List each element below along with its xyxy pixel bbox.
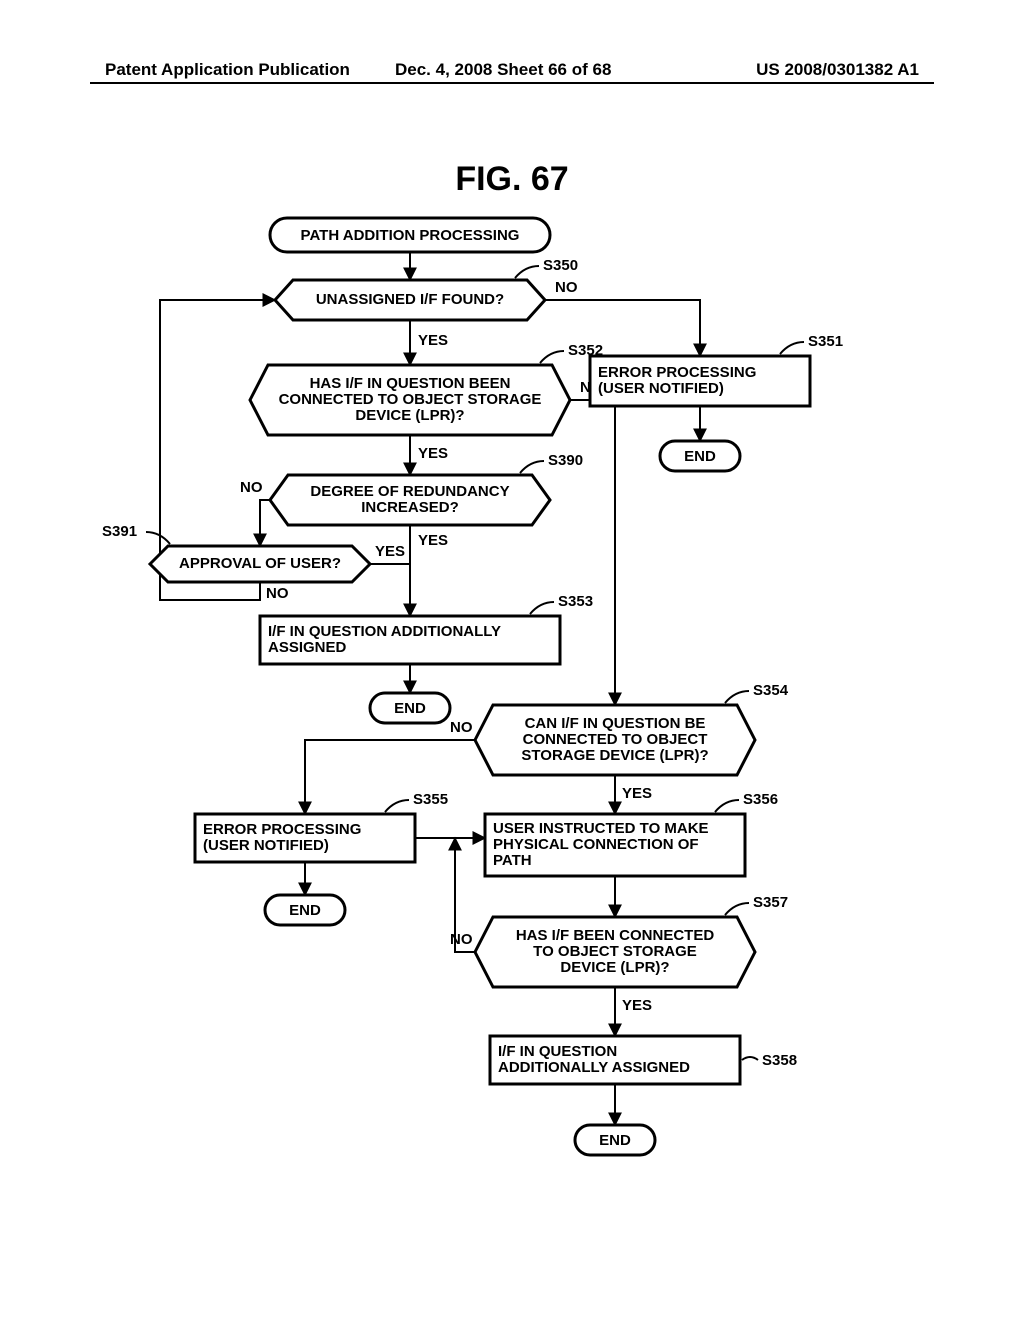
svg-text:DEVICE (LPR)?: DEVICE (LPR)? xyxy=(355,407,464,424)
svg-text:YES: YES xyxy=(375,543,405,560)
svg-text:ERROR PROCESSING: ERROR PROCESSING xyxy=(598,364,756,381)
svg-text:NO: NO xyxy=(555,279,578,296)
svg-text:HAS I/F IN QUESTION BEEN: HAS I/F IN QUESTION BEEN xyxy=(310,375,511,392)
svg-text:YES: YES xyxy=(418,445,448,462)
svg-text:PATH: PATH xyxy=(493,852,532,869)
svg-text:CONNECTED TO OBJECT STORAGE: CONNECTED TO OBJECT STORAGE xyxy=(279,391,542,408)
svg-text:PHYSICAL CONNECTION OF: PHYSICAL CONNECTION OF xyxy=(493,836,699,853)
svg-text:CONNECTED TO OBJECT: CONNECTED TO OBJECT xyxy=(523,731,708,748)
svg-text:NO: NO xyxy=(240,479,263,496)
svg-text:S353: S353 xyxy=(558,593,593,610)
svg-text:(USER NOTIFIED): (USER NOTIFIED) xyxy=(598,380,724,397)
svg-text:S390: S390 xyxy=(548,452,583,469)
svg-text:YES: YES xyxy=(418,532,448,549)
svg-text:USER INSTRUCTED TO MAKE: USER INSTRUCTED TO MAKE xyxy=(493,820,709,837)
svg-text:END: END xyxy=(394,700,426,717)
svg-text:NO: NO xyxy=(450,719,473,736)
svg-text:ASSIGNED: ASSIGNED xyxy=(268,639,347,656)
svg-text:NO: NO xyxy=(450,931,473,948)
svg-text:S355: S355 xyxy=(413,791,448,808)
svg-text:(USER NOTIFIED): (USER NOTIFIED) xyxy=(203,837,329,854)
svg-text:INCREASED?: INCREASED? xyxy=(361,499,459,516)
svg-text:S358: S358 xyxy=(762,1052,797,1069)
svg-text:UNASSIGNED I/F FOUND?: UNASSIGNED I/F FOUND? xyxy=(316,291,504,308)
svg-text:ERROR PROCESSING: ERROR PROCESSING xyxy=(203,821,361,838)
svg-text:YES: YES xyxy=(622,997,652,1014)
svg-text:S351: S351 xyxy=(808,333,843,350)
svg-text:S357: S357 xyxy=(753,894,788,911)
svg-text:YES: YES xyxy=(418,332,448,349)
svg-text:I/F IN QUESTION: I/F IN QUESTION xyxy=(498,1043,617,1060)
svg-text:S350: S350 xyxy=(543,257,578,274)
svg-text:DEGREE OF REDUNDANCY: DEGREE OF REDUNDANCY xyxy=(310,483,509,500)
svg-text:HAS I/F BEEN CONNECTED: HAS I/F BEEN CONNECTED xyxy=(516,927,715,944)
svg-text:END: END xyxy=(289,902,321,919)
svg-text:I/F IN QUESTION ADDITIONALLY: I/F IN QUESTION ADDITIONALLY xyxy=(268,623,501,640)
svg-text:END: END xyxy=(599,1132,631,1149)
svg-text:S356: S356 xyxy=(743,791,778,808)
svg-text:DEVICE (LPR)?: DEVICE (LPR)? xyxy=(560,959,669,976)
svg-text:TO OBJECT STORAGE: TO OBJECT STORAGE xyxy=(533,943,697,960)
svg-text:END: END xyxy=(684,448,716,465)
svg-text:S354: S354 xyxy=(753,682,789,699)
flowchart: NOYESNOYESNOYESYESNONOYESNOYES PATH ADDI… xyxy=(0,0,1024,1320)
svg-text:PATH ADDITION PROCESSING: PATH ADDITION PROCESSING xyxy=(301,227,520,244)
svg-text:S391: S391 xyxy=(102,523,137,540)
svg-text:APPROVAL OF USER?: APPROVAL OF USER? xyxy=(179,555,341,572)
svg-text:ADDITIONALLY ASSIGNED: ADDITIONALLY ASSIGNED xyxy=(498,1059,690,1076)
svg-text:YES: YES xyxy=(622,785,652,802)
svg-text:STORAGE DEVICE (LPR)?: STORAGE DEVICE (LPR)? xyxy=(521,747,708,764)
svg-text:S352: S352 xyxy=(568,342,603,359)
svg-text:NO: NO xyxy=(266,585,289,602)
svg-text:CAN I/F IN QUESTION BE: CAN I/F IN QUESTION BE xyxy=(525,715,706,732)
page: Patent Application Publication Dec. 4, 2… xyxy=(0,0,1024,1320)
